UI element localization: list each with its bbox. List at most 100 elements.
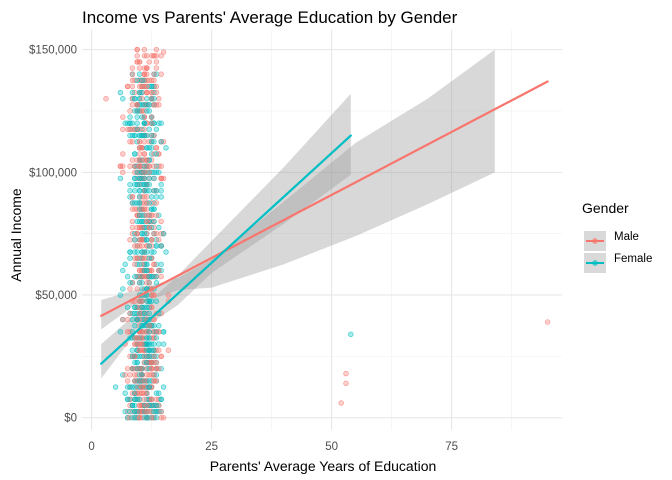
data-point-male (141, 194, 148, 200)
data-point-female (132, 304, 138, 311)
data-point-female (158, 194, 164, 200)
data-point-male (127, 372, 133, 378)
data-point-male (127, 108, 133, 114)
data-point-female (124, 396, 131, 403)
data-point-female (127, 114, 133, 120)
data-point-female (127, 408, 133, 415)
data-point-male (136, 310, 143, 317)
data-point-male (132, 261, 138, 268)
data-point-female (153, 126, 160, 133)
data-point-male (120, 316, 126, 323)
data-point-female (132, 396, 138, 403)
data-point-male (148, 304, 155, 311)
data-point-male (136, 151, 143, 157)
data-point-male (148, 89, 155, 96)
data-point-female (132, 249, 138, 255)
data-point-female (153, 194, 160, 200)
data-point-male (129, 365, 136, 372)
data-point-male (151, 163, 157, 169)
data-point-female (127, 280, 133, 286)
data-point-male (153, 89, 160, 96)
data-point-female (148, 132, 155, 139)
data-point-female (136, 378, 143, 384)
data-point-male (153, 83, 160, 90)
legend-label-female: Female (614, 253, 652, 265)
data-point-male (141, 46, 148, 53)
data-point-female (148, 298, 155, 304)
data-point-male (151, 316, 157, 323)
data-point-female (120, 286, 126, 292)
data-point-female (348, 331, 354, 337)
data-point-female (141, 249, 148, 255)
data-point-male (144, 372, 150, 378)
data-point-male (132, 126, 138, 133)
data-point-male (158, 163, 164, 169)
data-point-female (153, 151, 160, 157)
data-point-male (153, 212, 160, 218)
data-point-male (136, 365, 143, 372)
data-point-female (144, 415, 150, 421)
data-point-male (120, 114, 126, 120)
data-point-female (163, 249, 169, 255)
data-point-male (144, 53, 150, 59)
data-point-female (156, 323, 162, 329)
y-axis-title: Annual Income (8, 188, 24, 282)
data-point-male (148, 396, 155, 403)
data-point-male (144, 83, 150, 90)
data-point-male (151, 102, 157, 108)
data-point-female (151, 218, 157, 225)
data-point-male (160, 49, 167, 55)
data-point-male (124, 316, 131, 323)
data-point-female (139, 77, 145, 84)
data-point-female (132, 175, 138, 182)
data-point-female (151, 341, 157, 347)
data-point-female (122, 261, 128, 268)
data-point-female (134, 120, 140, 126)
data-point-female (146, 384, 152, 390)
data-point-male (148, 237, 155, 243)
data-point-female (134, 169, 140, 176)
data-point-female (129, 353, 136, 360)
data-point-male (136, 224, 143, 231)
data-point-female (148, 402, 155, 409)
data-point-female (132, 151, 138, 157)
data-point-female (144, 145, 150, 151)
data-point-male (144, 212, 150, 218)
data-point-female (129, 200, 136, 206)
data-point-male (122, 372, 128, 378)
data-point-female (148, 347, 155, 353)
y-tick-label: $150,000 (29, 45, 77, 57)
data-point-male (136, 163, 143, 169)
data-point-male (146, 163, 152, 169)
data-point-male (129, 77, 136, 84)
data-point-female (132, 359, 138, 366)
data-point-female (156, 224, 162, 231)
data-point-male (129, 65, 136, 71)
data-point-female (136, 181, 143, 188)
data-point-male (120, 126, 126, 133)
data-point-female (153, 280, 160, 286)
data-point-female (132, 323, 138, 329)
data-point-male (136, 65, 143, 71)
data-point-female (163, 145, 169, 151)
x-tick-label: 50 (325, 441, 338, 453)
data-point-male (103, 96, 109, 102)
data-point-male (146, 224, 152, 231)
data-point-male (151, 378, 157, 384)
data-point-female (146, 175, 152, 182)
data-point-female (158, 181, 164, 188)
data-point-male (129, 218, 136, 225)
data-point-female (132, 96, 138, 102)
data-point-male (129, 224, 136, 231)
data-point-female (139, 89, 145, 96)
data-point-male (158, 218, 164, 225)
data-point-male (139, 341, 145, 347)
data-point-male (141, 126, 148, 133)
data-point-male (158, 353, 164, 360)
data-point-female (151, 206, 157, 212)
data-point-male (139, 108, 145, 114)
data-point-female (160, 341, 167, 347)
data-point-female (132, 402, 138, 409)
legend-keys (584, 231, 606, 273)
data-point-female (127, 132, 133, 139)
